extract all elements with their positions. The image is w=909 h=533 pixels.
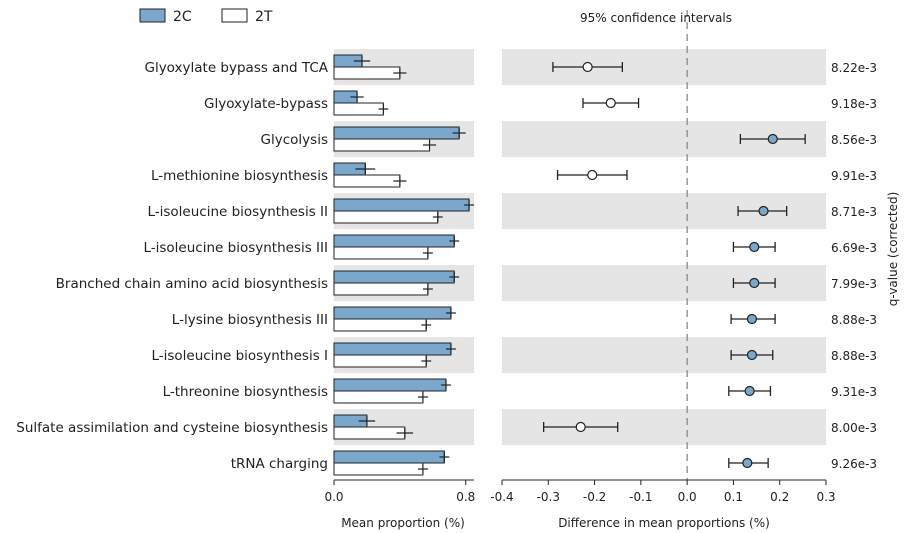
ci-xlabel: Difference in mean proportions (%): [558, 516, 770, 530]
bar-2C: [333, 342, 452, 356]
q-value: 8.88e-3: [831, 349, 877, 363]
bar-2T: [333, 174, 401, 188]
q-value: 8.00e-3: [831, 421, 877, 435]
q-value: 8.56e-3: [831, 133, 877, 147]
category-label: Sulfate assimilation and cysteine biosyn…: [16, 420, 328, 436]
legend-label-2C: 2C: [173, 9, 192, 25]
category-labels: Glyoxylate bypass and TCA Glyoxylate-bypa…: [16, 60, 328, 472]
ci-row-stripe: [502, 49, 826, 85]
ci-point: [749, 241, 760, 253]
q-value: 7.99e-3: [831, 277, 877, 291]
ci-point: [767, 133, 778, 145]
ci-x-tick-label: 0.2: [770, 490, 789, 504]
bar-2C: [333, 450, 445, 464]
category-label: L-lysine biosynthesis III: [172, 312, 328, 328]
bar-2T: [333, 210, 439, 224]
category-label: Glycolysis: [261, 132, 328, 148]
ci-point: [575, 421, 586, 433]
ci-title: 95% confidence intervals: [580, 11, 732, 25]
bar-2T: [333, 354, 427, 368]
bar-2T: [333, 282, 429, 296]
ci-x-tick-label: -0.1: [629, 490, 652, 504]
ci-x-tick-label: 0.1: [724, 490, 743, 504]
ci-point: [587, 169, 598, 181]
bar-2T: [333, 390, 424, 404]
q-value: 9.18e-3: [831, 97, 877, 111]
legend-swatch-2C: [139, 8, 166, 23]
bar-2C: [333, 378, 447, 392]
bar-x-tick-label: 0.0: [324, 490, 343, 504]
ci-x-tick-label: -0.4: [490, 490, 513, 504]
ci-row-stripe: [502, 265, 826, 301]
bar-2T: [333, 246, 429, 260]
ci-point: [742, 457, 753, 469]
bar-2T: [333, 102, 384, 116]
bar-2T: [333, 426, 406, 440]
ci-x-tick-label: -0.2: [583, 490, 606, 504]
bar-2C: [333, 306, 452, 320]
category-label: tRNA charging: [231, 456, 328, 472]
category-label: Glyoxylate bypass and TCA: [144, 60, 328, 76]
bar-panel: [333, 54, 474, 476]
bar-2T: [333, 318, 427, 332]
category-label: Branched chain amino acid biosynthesis: [56, 276, 328, 292]
category-label: L-isoleucine biosynthesis I: [151, 348, 328, 364]
bar-2C: [333, 198, 470, 212]
ci-panel: [543, 61, 806, 469]
category-label: L-isoleucine biosynthesis II: [147, 204, 328, 220]
bar-2C: [333, 270, 455, 284]
legend-swatch-2T: [221, 8, 248, 23]
ci-point: [605, 97, 616, 109]
q-value: 8.22e-3: [831, 61, 877, 75]
ci-x-tick-label: -0.3: [537, 490, 560, 504]
bar-2T: [333, 138, 431, 152]
legend-label-2T: 2T: [255, 9, 273, 25]
q-value: 9.91e-3: [831, 169, 877, 183]
ci-x-tick-label: 0.3: [816, 490, 835, 504]
ci-point: [758, 205, 769, 217]
q-value: 8.71e-3: [831, 205, 877, 219]
legend: 2C 2T: [139, 8, 273, 25]
bar-x-tick-label: 0.8: [456, 490, 475, 504]
q-value: 8.88e-3: [831, 313, 877, 327]
bar-2C: [333, 126, 460, 140]
bar-2C: [333, 234, 455, 248]
q-value: 6.69e-3: [831, 241, 877, 255]
ci-point: [746, 349, 758, 361]
ci-point: [582, 61, 593, 73]
bar-2T: [333, 66, 401, 80]
q-value: 9.26e-3: [831, 457, 877, 471]
ci-x-tick-label: 0.0: [678, 490, 697, 504]
category-label: L-methionine biosynthesis: [151, 168, 328, 184]
ci-row-stripe: [502, 337, 826, 373]
category-label: Glyoxylate-bypass: [204, 96, 328, 112]
q-value-labels: 8.22e-3 9.18e-3 8.56e-3 9.91e-3 8.71e-3 6.69e…: [831, 61, 877, 471]
ci-point: [746, 313, 758, 325]
axes: 0.0 0.8 -0.4 -0.3 -0.2 -0.1 0.0 0.1 0.2 0.3: [324, 10, 836, 504]
q-value: 9.31e-3: [831, 385, 877, 399]
category-label: L-isoleucine biosynthesis III: [143, 240, 328, 256]
category-label: L-threonine biosynthesis: [163, 384, 328, 400]
q-axis-label: q-value (corrected): [886, 192, 900, 307]
ci-point: [749, 277, 760, 289]
ci-point: [744, 385, 755, 397]
bar-xlabel: Mean proportion (%): [341, 516, 465, 530]
bar-2T: [333, 462, 424, 476]
